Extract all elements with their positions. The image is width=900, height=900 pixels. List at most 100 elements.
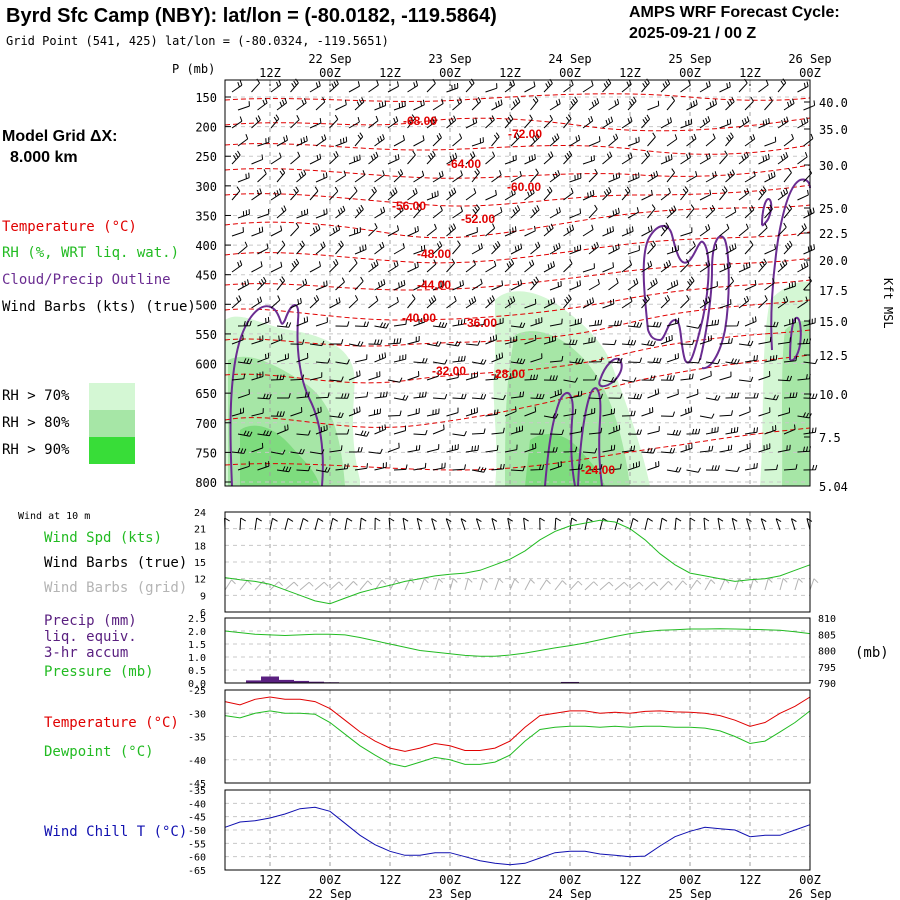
height-tick-label: 15.0 [819,315,848,329]
wind-barb [608,393,623,399]
wind-barb [368,371,381,381]
top-time-label: 00Z [679,66,701,80]
wind-barb [608,98,620,111]
wind-barb [257,137,270,147]
wind-barb-grid [449,578,458,591]
wind-barb [530,205,540,219]
wind-barb-true [491,517,498,531]
wind-barb [452,206,463,219]
wind-barb [744,240,754,255]
wind-barb [705,426,719,435]
pressure-tick-label: 150 [195,91,217,105]
wind-barb [452,97,463,111]
wind-barb-true [269,517,278,531]
wind-barb [446,82,459,93]
rh90-swatch [89,437,135,464]
wind-barb [758,336,772,345]
wind-barb [485,445,499,453]
wind-barb [764,171,776,183]
wind-barb [602,408,615,417]
wind-barb [270,114,280,129]
wind-barb [777,222,787,237]
bottom-time-label: 12Z [619,873,641,887]
wind-barb [588,98,600,111]
wind-barb [432,170,444,183]
wind-barb [569,390,583,399]
wind-barb [452,170,463,183]
wind-barb-grid [644,581,659,591]
wind-barb [309,118,322,129]
wind-barb-true [717,517,724,531]
wind-barb [309,261,321,273]
wind-barb [777,444,791,453]
wind-barb [797,296,808,309]
temperature-label: Temperature (°C) [44,715,179,731]
height-tick-label: 17.5 [819,284,848,298]
wind-barb [485,223,496,237]
wind-barb [446,258,456,273]
wind-chill-gridlines [225,789,810,871]
precip-tick-label: 2.0 [188,627,206,638]
wind-barb [270,411,285,417]
wind-barb [432,321,448,328]
wind-barb [680,373,694,381]
wind-barb [237,101,250,111]
wind-barb [569,280,581,291]
wind-barb [426,259,437,273]
wind-barb [504,371,517,381]
wind-barb [257,316,270,327]
isotherm [224,143,811,155]
wind-barb [471,428,486,435]
wind-barb [374,170,385,183]
wind-barb-grid [614,581,629,591]
wind-barb [680,443,693,453]
wind-barb-grid [419,578,429,591]
wind-barb [563,259,573,273]
wind-barbs-true-row [224,517,813,531]
wind-tick-label: 6 [200,608,206,619]
top-time-label: 00Z [559,66,581,80]
wind-barb [465,78,475,93]
wind-barb [257,430,272,437]
wind-barb [257,98,268,111]
wind-barb [563,150,573,165]
wind-barb [621,226,634,237]
wind-barb [231,260,243,273]
wind-barb [666,205,677,219]
wind-barb [738,376,754,382]
wind-barb [569,463,583,471]
wind-chill-panel: Wind Chill T (°C) -35 -40 -45 -50 -55 -60 -65 [44,786,811,877]
wind-barb [296,135,308,147]
pressure-unit-label: (mb) [855,645,889,661]
precip-bar [276,679,294,683]
precip-tick-label: 2.5 [188,614,206,625]
wind-barb [647,204,656,219]
wind-barb [426,444,440,453]
wind-barb [276,353,289,363]
legend-rh: RH (%, WRT liq. wat.) [2,245,179,261]
wind-chill-tick-label: -65 [188,866,206,877]
pressure-tick-label: 350 [195,209,217,223]
wind-barb [744,462,758,471]
wind-barb [524,188,535,201]
wind-barb [387,187,398,201]
wind-barb [510,205,521,219]
wind-barb-true [374,517,381,531]
pressure-tick-label: 750 [195,446,217,460]
wind-barb [544,447,558,453]
wind-barb [582,448,598,454]
wind-chill-tick-label: -55 [188,839,206,850]
wind-barb [660,79,671,93]
wind-tick-label: 12 [194,575,206,586]
wind-barb [699,189,712,201]
wind-barb [426,371,439,381]
top-date-label: 24 Sep [548,52,591,66]
wind-barb [641,78,650,93]
wind-barb [413,429,428,436]
wind-barb [524,298,537,309]
contour-label: -36.00 [463,316,497,330]
wind-barb [588,241,599,255]
wind-barb-true [703,517,710,531]
wind-barb [738,223,749,237]
contour-label: -68.00 [403,114,437,128]
